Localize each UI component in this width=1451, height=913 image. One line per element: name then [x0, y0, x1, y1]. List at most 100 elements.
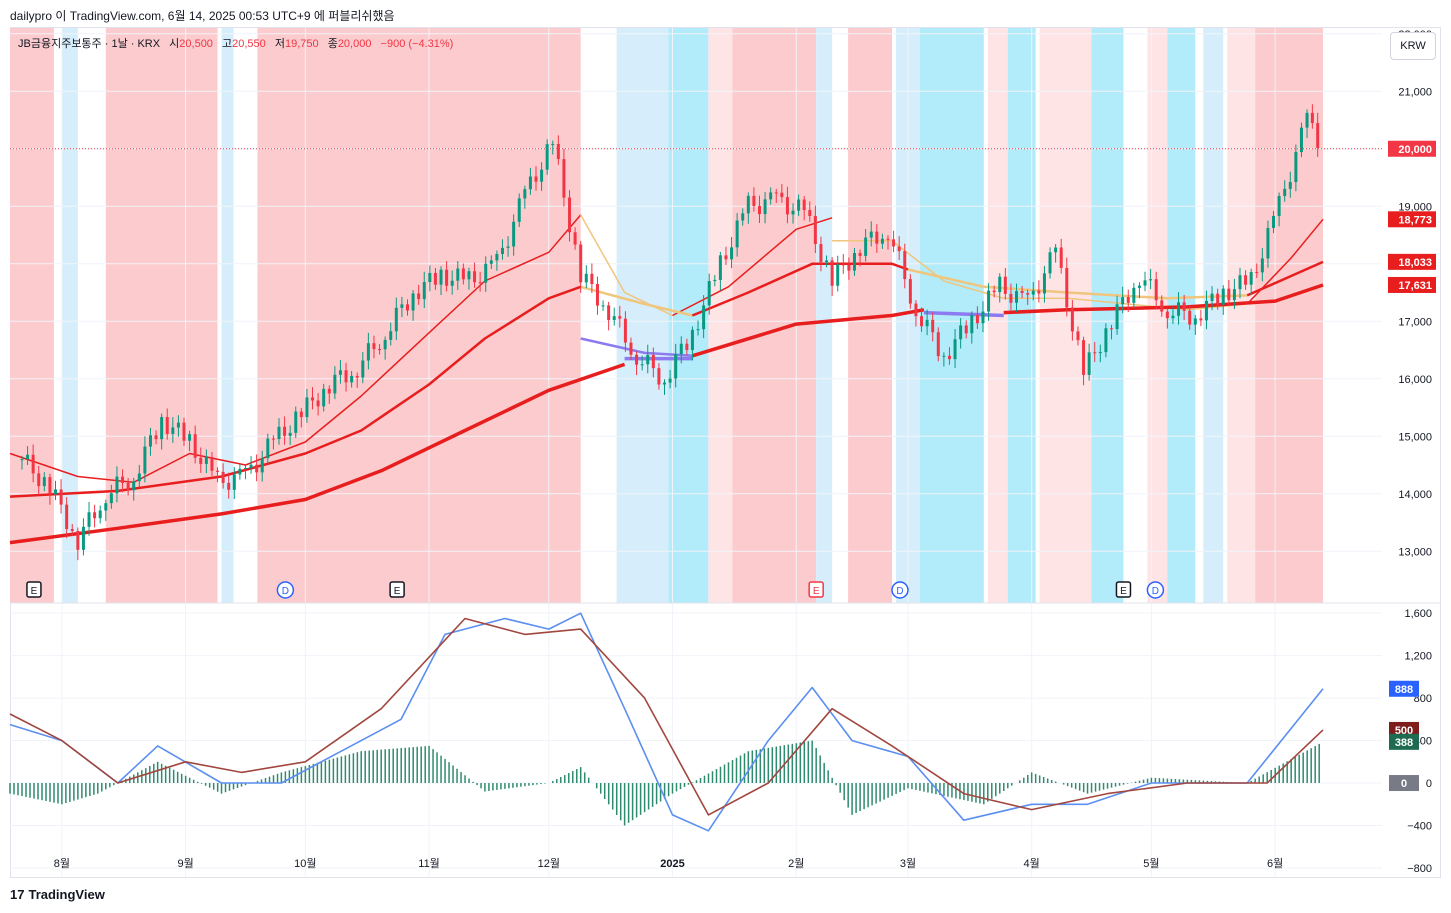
symbol-name: JB금융지주보통주 · 1날 · KRX [18, 38, 161, 50]
price-axis-tick: 21,000 [1398, 86, 1432, 98]
moving-average-line [9, 214, 582, 484]
candle-body [500, 247, 504, 254]
candle-body [132, 481, 136, 491]
candle-body [975, 314, 979, 324]
candle-body [232, 474, 236, 490]
candle-body [1115, 304, 1119, 330]
candle-body [1154, 279, 1158, 301]
candle-body [1266, 227, 1270, 259]
symbol-legend: JB금융지주보통주 · 1날 · KRX 시20,500 고20,550 저19… [18, 35, 453, 51]
candle-body [506, 246, 510, 248]
candle-body [489, 260, 493, 264]
open-value: 20,500 [179, 38, 213, 50]
candle-body [1059, 247, 1063, 268]
background-band [732, 28, 817, 603]
candle-body [568, 197, 572, 233]
candle-body [238, 468, 242, 475]
candle-body [897, 246, 901, 252]
candle-body [635, 354, 639, 365]
candle-body [333, 374, 337, 394]
tradingview-logo[interactable]: 17 TradingView [10, 887, 105, 902]
background-band [257, 28, 581, 603]
candle-body [1221, 288, 1225, 305]
candle-body [1249, 272, 1253, 285]
background-bands [10, 28, 1324, 603]
candle-body [182, 422, 186, 441]
background-band [1227, 28, 1256, 603]
candle-body [1109, 328, 1113, 330]
candle-body [255, 464, 259, 473]
candle-body [299, 411, 303, 418]
candle-body [383, 339, 387, 350]
candle-body [1310, 112, 1314, 124]
candle-body [685, 343, 689, 351]
candle-body [176, 422, 180, 428]
dividend-marker [1146, 581, 1165, 599]
background-band [105, 28, 218, 603]
candle-body [819, 244, 823, 263]
candle-body [433, 272, 437, 285]
candle-body [1188, 310, 1192, 325]
candle-body [188, 434, 192, 441]
macd-axis-tick: 1,600 [1404, 608, 1432, 620]
candle-body [1048, 252, 1052, 274]
background-band [616, 28, 669, 603]
high-value: 20,550 [232, 38, 266, 50]
candle-body [1076, 331, 1080, 341]
candle-body [763, 199, 767, 215]
candle-body [1210, 293, 1214, 301]
candle-body [875, 231, 879, 244]
price-label-box [1388, 211, 1436, 228]
candle-body [1126, 297, 1130, 303]
candle-body [724, 255, 728, 260]
candle-body [26, 454, 30, 460]
candle-body [160, 417, 164, 440]
candle-body [227, 482, 231, 490]
candle-body [920, 316, 924, 327]
background-band [1255, 28, 1324, 603]
candle-body [389, 331, 393, 340]
macd-axis-tick: −800 [1407, 863, 1432, 875]
currency-button[interactable]: KRW [1390, 32, 1436, 60]
candle-body [1165, 311, 1169, 319]
candle-body [171, 427, 175, 434]
macd-value-box [1389, 733, 1419, 750]
macd-value-box [1389, 680, 1419, 697]
candle-body [1065, 267, 1069, 308]
candle-body [640, 364, 644, 366]
dividend-marker [891, 581, 909, 599]
high-label: 고 [222, 38, 233, 50]
candle-body [713, 279, 717, 282]
dividend-marker [276, 581, 295, 599]
candle-body [1026, 293, 1030, 295]
candle-body [70, 529, 74, 531]
price-axis-tick: 17,000 [1398, 316, 1432, 328]
candle-body [735, 220, 739, 248]
candle-body [109, 493, 113, 504]
earnings-marker-label: E [1120, 586, 1127, 597]
candle-body [221, 471, 225, 483]
candle-body [1143, 280, 1147, 286]
macd-value-label: 388 [1395, 737, 1413, 749]
candle-body [98, 510, 102, 519]
background-band [61, 28, 78, 603]
candle-body [1299, 127, 1303, 152]
candle-body [31, 454, 35, 474]
candle-body [378, 349, 382, 351]
candle-body [260, 458, 264, 473]
candle-body [59, 489, 63, 505]
candle-body [808, 210, 812, 216]
candle-body [411, 293, 415, 311]
candle-body [126, 482, 130, 491]
candle-body [774, 192, 778, 194]
candle-body [1244, 275, 1248, 285]
candle-body [20, 459, 24, 461]
candle-body [484, 263, 488, 283]
price-label: 18,773 [1398, 214, 1432, 226]
time-axis-tick: 11월 [418, 857, 440, 870]
candle-body [1132, 287, 1136, 303]
candle-body [1227, 288, 1231, 301]
candle-body [495, 253, 499, 261]
candle-body [1003, 276, 1007, 294]
